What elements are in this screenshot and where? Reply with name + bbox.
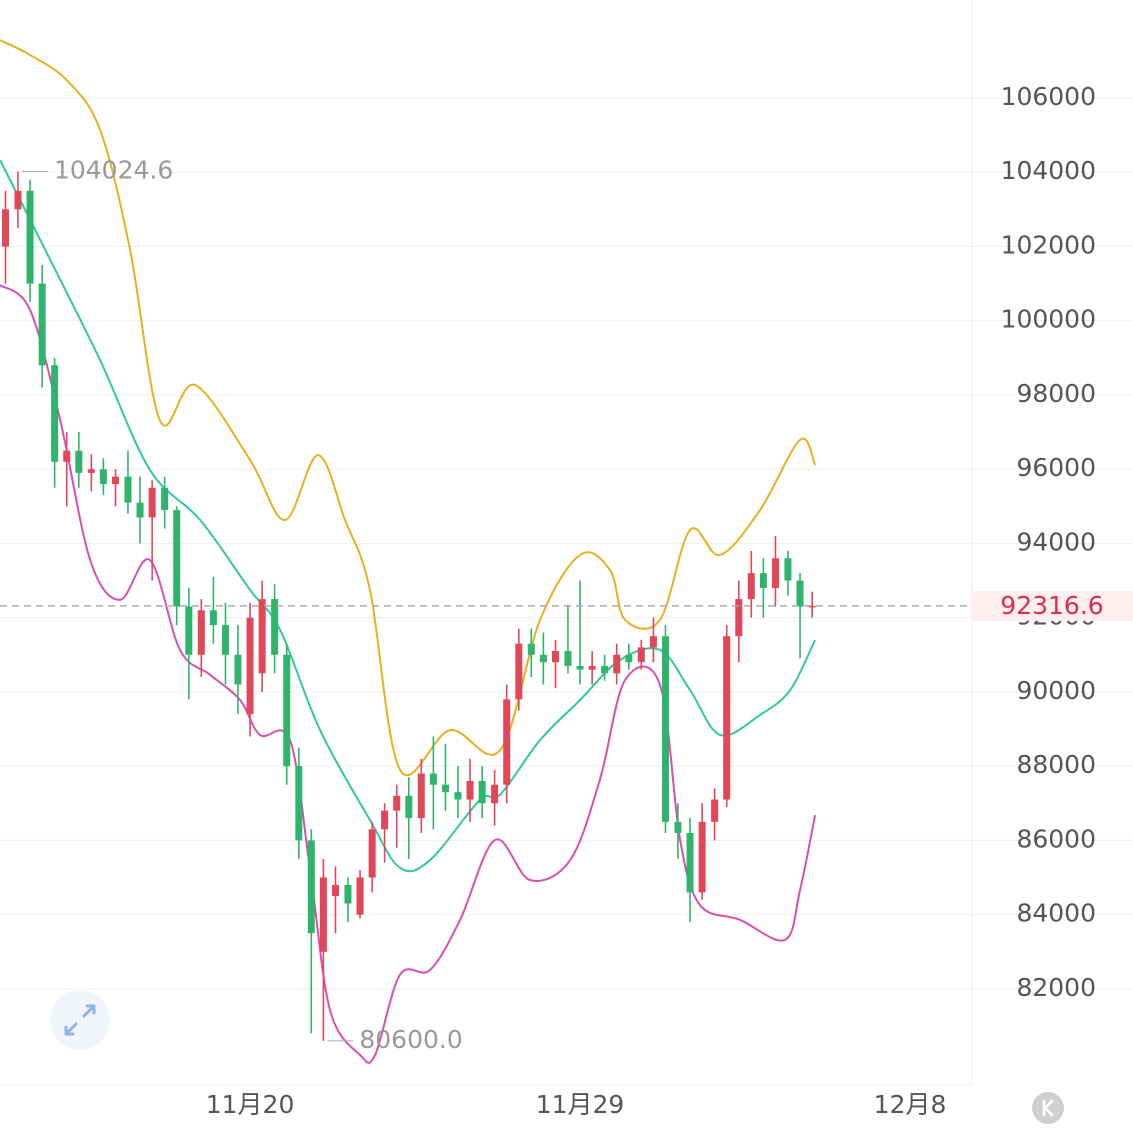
candle-body: [466, 780, 474, 800]
candle-body: [331, 884, 339, 897]
candle-body: [99, 469, 107, 485]
candle-body: [796, 580, 804, 607]
candle-body: [197, 610, 205, 655]
last-price-label: 92316.6: [1000, 591, 1103, 620]
candle-body: [613, 654, 621, 674]
candle-body: [393, 795, 401, 811]
x-tick-label: 11月20: [206, 1090, 295, 1119]
candle-body: [405, 795, 413, 819]
candle-body: [75, 450, 83, 473]
candle-body: [209, 610, 217, 626]
candle-body: [417, 773, 425, 819]
candle-body: [63, 450, 71, 462]
candle-body: [307, 840, 315, 934]
band-line: [0, 284, 817, 1064]
candle-body: [38, 283, 46, 366]
candle-body: [625, 654, 633, 663]
candle-body: [136, 502, 144, 518]
k-bg[interactable]: [1032, 1092, 1064, 1124]
candle-body: [295, 766, 303, 841]
candle-body: [429, 773, 437, 785]
y-tick-label: 90000: [1016, 676, 1096, 705]
candle-body: [551, 651, 559, 663]
candle-body: [491, 784, 499, 804]
candle-body: [381, 810, 389, 830]
candle-body: [808, 605, 816, 608]
candle-body: [735, 599, 743, 637]
candle-body: [148, 487, 156, 518]
candle-body: [503, 699, 511, 785]
candle-body: [649, 636, 657, 648]
candle-body: [87, 469, 95, 473]
candle-body: [124, 476, 132, 503]
y-tick-label: 88000: [1016, 750, 1096, 779]
k-icon[interactable]: [1042, 1099, 1054, 1117]
expand-button[interactable]: [50, 990, 110, 1050]
y-tick-label: 86000: [1016, 824, 1096, 853]
candle-body: [527, 643, 535, 655]
candle-body: [173, 510, 181, 607]
extreme-label: 80600.0: [359, 1025, 462, 1054]
candle-body: [271, 599, 279, 655]
candle-body: [161, 487, 169, 511]
band-line: [0, 159, 816, 873]
candle-body: [771, 558, 779, 588]
candle-body: [14, 190, 22, 210]
candle-body: [319, 877, 327, 952]
candle-body: [539, 654, 547, 663]
candle-body: [344, 884, 352, 904]
candle-body: [283, 654, 291, 767]
band-line: [0, 39, 816, 777]
candle-body: [26, 190, 34, 284]
candle-body: [784, 558, 792, 581]
expand-bg[interactable]: [50, 990, 110, 1050]
candle-body: [564, 651, 572, 666]
candle-body: [185, 606, 193, 655]
candle-body: [246, 617, 254, 715]
candle-body: [711, 799, 719, 822]
y-tick-label: 84000: [1016, 899, 1096, 928]
extreme-label: 104024.6: [54, 155, 173, 184]
candle-body: [356, 877, 364, 915]
candle-body: [674, 821, 682, 833]
y-tick-label: 82000: [1016, 973, 1096, 1002]
candle-body: [588, 665, 596, 670]
candle-body: [723, 636, 731, 800]
candle-body: [686, 832, 694, 893]
candle-body: [661, 636, 669, 822]
candle-body: [221, 625, 229, 655]
candle-body: [515, 643, 523, 700]
candle-body: [576, 665, 584, 670]
candle-body: [234, 654, 242, 685]
candle-body: [747, 573, 755, 600]
x-tick-label: 12月8: [874, 1090, 947, 1119]
last-price-bg: [972, 590, 1133, 621]
candle-body: [759, 573, 767, 588]
candle-body: [368, 829, 376, 878]
candle-body: [1, 209, 9, 247]
candle-body: [51, 365, 59, 462]
candle-body: [478, 780, 486, 804]
candle-body: [601, 665, 609, 674]
y-tick-label: 106000: [1001, 82, 1096, 111]
y-tick-label: 94000: [1016, 527, 1096, 556]
candle-body: [454, 792, 462, 800]
y-tick-label: 96000: [1016, 453, 1096, 482]
y-tick-label: 104000: [1001, 156, 1096, 185]
candle-body: [258, 599, 266, 674]
y-tick-label: 100000: [1001, 305, 1096, 334]
y-tick-label: 98000: [1016, 379, 1096, 408]
expand-icon[interactable]: [64, 1004, 96, 1036]
x-tick-label: 11月29: [536, 1090, 625, 1119]
k-button[interactable]: [1032, 1092, 1064, 1124]
candle-body: [698, 821, 706, 893]
candle-body: [441, 784, 449, 793]
y-tick-label: 102000: [1001, 230, 1096, 259]
candle-body: [111, 476, 119, 485]
candle-body: [637, 647, 645, 663]
